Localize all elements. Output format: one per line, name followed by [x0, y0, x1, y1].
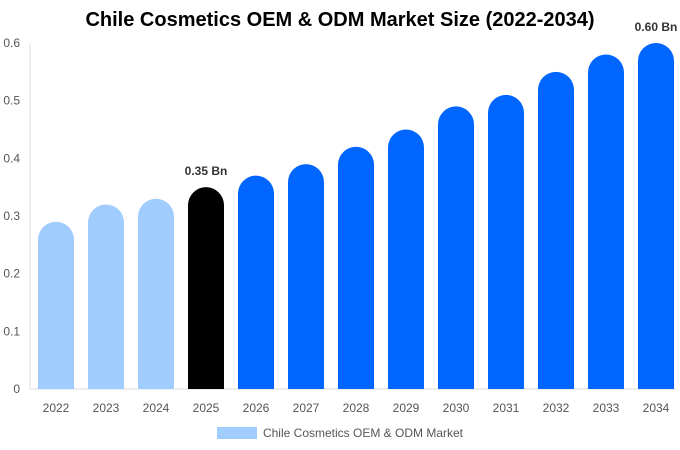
bar-2028 [338, 146, 374, 389]
bar-2031 [488, 94, 524, 389]
chart-title: Chile Cosmetics OEM & ODM Market Size (2… [85, 9, 595, 31]
bar-2033 [588, 54, 624, 390]
bar-2023 [88, 204, 124, 389]
y-tick-label: 0.6 [3, 36, 20, 50]
bar-2026 [238, 175, 274, 389]
legend-label: Chile Cosmetics OEM & ODM Market [262, 426, 464, 440]
y-tick-label: 0.4 [3, 151, 20, 165]
legend: Chile Cosmetics OEM & ODM Market [0, 426, 680, 440]
data-label-2034: 0.60 Bn [635, 20, 678, 34]
x-tick-label: 2031 [493, 401, 520, 415]
x-tick-label: 2028 [343, 401, 370, 415]
bar-2024 [138, 198, 174, 389]
x-tick-label: 2034 [643, 401, 670, 415]
x-tick-label: 2022 [43, 401, 70, 415]
x-tick-label: 2030 [443, 401, 470, 415]
bar-2025 [188, 187, 224, 389]
bar-2034 [638, 43, 674, 389]
y-tick-label: 0.3 [3, 209, 20, 223]
bar-2027 [288, 164, 324, 389]
x-tick-label: 2024 [143, 401, 170, 415]
bar-2032 [538, 71, 574, 389]
y-tick-label: 0 [13, 382, 20, 396]
x-tick-label: 2023 [93, 401, 120, 415]
data-label-2025: 0.35 Bn [185, 164, 228, 178]
x-tick-label: 2025 [193, 401, 220, 415]
bar-2029 [388, 129, 424, 389]
y-tick-label: 0.5 [3, 94, 20, 108]
x-tick-label: 2029 [393, 401, 420, 415]
bar-2030 [438, 106, 474, 389]
bar-2022 [38, 221, 74, 389]
y-tick-label: 0.2 [3, 267, 20, 281]
x-tick-label: 2032 [543, 401, 570, 415]
x-tick-label: 2027 [293, 401, 320, 415]
x-tick-label: 2033 [593, 401, 620, 415]
legend-swatch [216, 427, 257, 439]
x-tick-label: 2026 [243, 401, 270, 415]
y-tick-label: 0.1 [3, 324, 20, 338]
